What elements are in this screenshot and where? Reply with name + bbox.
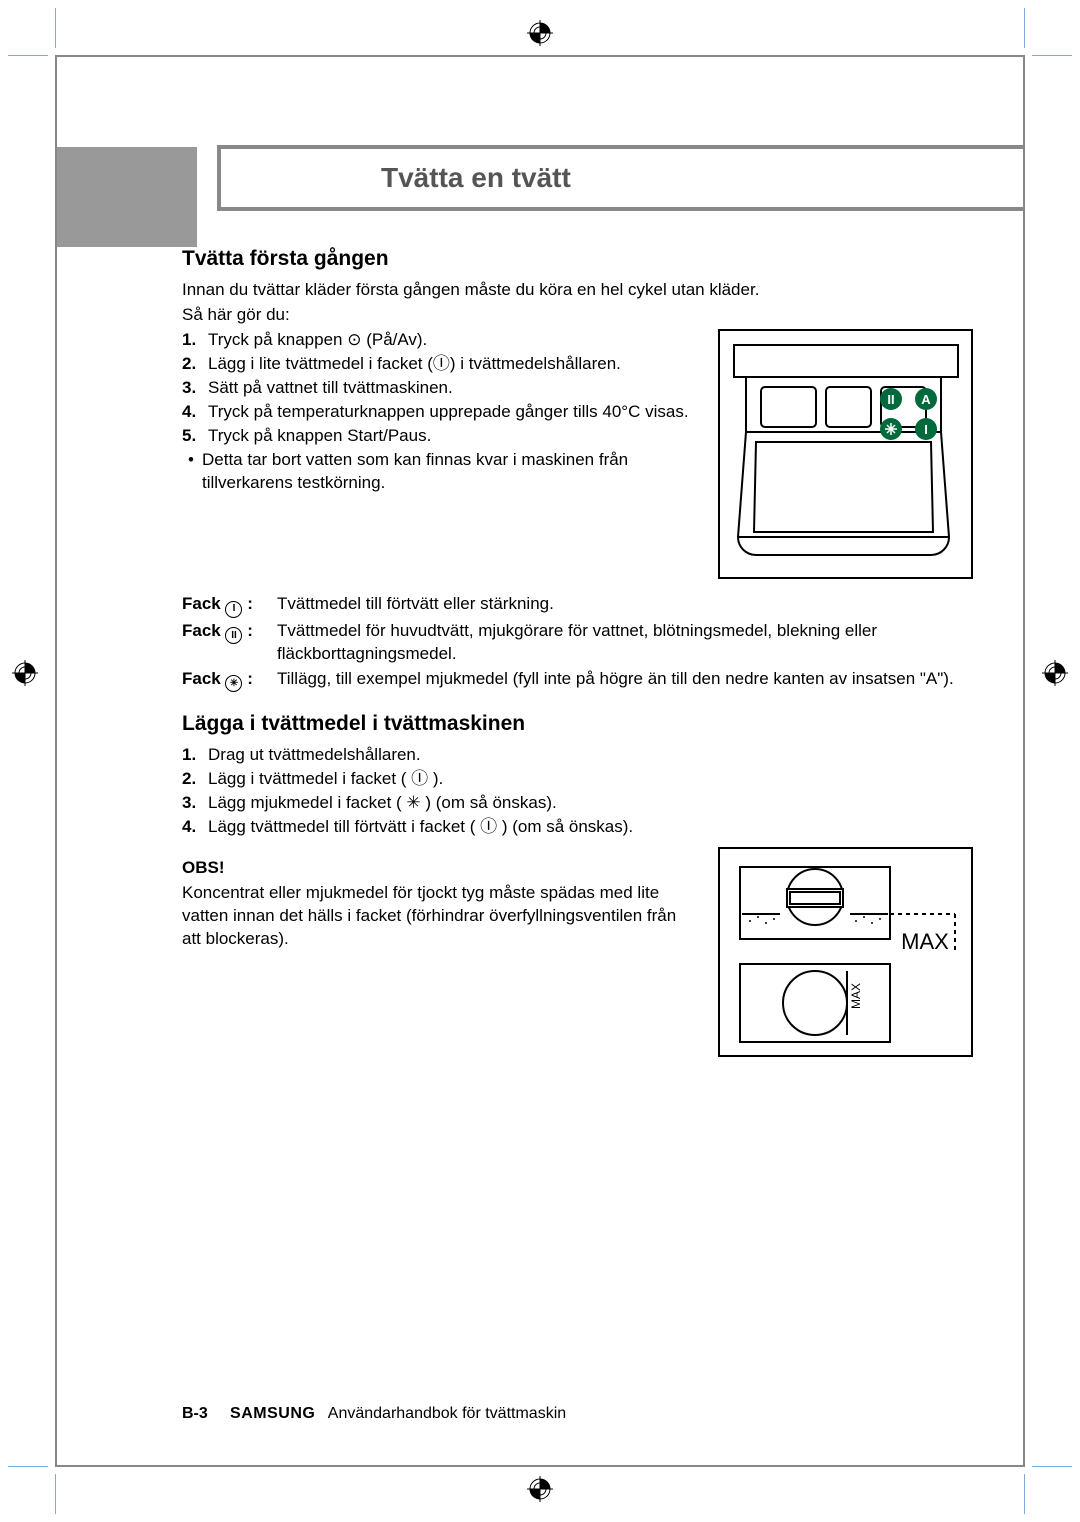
max-label-vertical: MAX [849,983,863,1009]
registration-mark-bottom [527,1476,553,1502]
step-text: Tryck på knappen Start/Paus. [208,426,431,445]
step-text: Drag ut tvättmedelshållaren. [208,745,421,764]
crop-mark [1032,1466,1072,1467]
page-title: Tvätta en tvätt [381,159,1023,197]
note-text: Koncentrat eller mjukmedel för tjockt ty… [182,882,698,951]
def-text: Tvättmedel för huvudtvätt, mjukgörare fö… [277,620,973,666]
step-text: Lägg mjukmedel i facket ( ✳ ) (om så öns… [208,793,557,812]
crop-mark [1032,55,1072,56]
step-text: Lägg i tvättmedel i facket ( Ⓘ ). [208,769,443,788]
crop-mark [8,1466,48,1467]
crop-mark [1024,8,1025,48]
section2-steps: 1.Drag ut tvättmedelshållaren. 2.Lägg i … [182,744,973,839]
badge-II: II [887,392,894,407]
note-label: OBS! [182,857,698,880]
step-text: Lägg tvättmedel till förtvätt i facket (… [208,817,633,836]
step-text: Tryck på knappen ⊙ (På/Av). [208,330,427,349]
crop-mark [1024,1474,1025,1514]
bullet-text: Detta tar bort vatten som kan finnas kva… [202,449,698,495]
registration-mark-right [1042,660,1068,686]
section1-steps: 1.Tryck på knappen ⊙ (På/Av). 2.Lägg i l… [182,329,698,448]
page-number: B-3 [182,1405,208,1422]
def-text: Tillägg, till exempel mjukmedel (fyll in… [277,668,973,693]
side-tab [57,147,197,247]
section1-heading: Tvätta första gången [182,245,973,273]
registration-mark-left [12,660,38,686]
registration-mark-top [527,20,553,46]
compartment-definitions: Fack I : Tvättmedel till förtvätt eller … [182,593,973,692]
page-footer: B-3 SAMSUNG Användarhandbok för tvättmas… [182,1403,566,1425]
section1-bullet-list: Detta tar bort vatten som kan finnas kva… [182,449,698,495]
crop-mark [55,1474,56,1514]
section2-heading: Lägga i tvättmedel i tvättmaskinen [182,710,973,738]
def-label: Fack II : [182,620,277,666]
footer-text: Användarhandbok för tvättmaskin [328,1405,566,1422]
figure-detergent-drawer: II A I [718,329,973,579]
page-frame: Tvätta en tvätt Tvätta första gången Inn… [55,55,1025,1467]
crop-mark [55,8,56,48]
page-heading-box: Tvätta en tvätt [217,145,1023,211]
crop-mark [8,55,48,56]
step-text: Tryck på temperaturknappen upprepade gån… [208,402,689,421]
section1-intro2: Så här gör du: [182,304,973,327]
def-label: Fack ✳ : [182,668,277,693]
figure-max-fill: MAX MAX [718,847,973,1057]
step-text: Sätt på vattnet till tvättmaskinen. [208,378,453,397]
section1-intro1: Innan du tvättar kläder första gången må… [182,279,973,302]
def-text: Tvättmedel till förtvätt eller stärkning… [277,593,973,618]
badge-I: I [924,422,928,437]
def-label: Fack I : [182,593,277,618]
brand-name: SAMSUNG [230,1405,315,1422]
step-text: Lägg i lite tvättmedel i facket (Ⓘ) i tv… [208,354,621,373]
page-content: Tvätta första gången Innan du tvättar kl… [182,227,973,1057]
badge-A: A [921,392,931,407]
max-label: MAX [901,929,949,954]
